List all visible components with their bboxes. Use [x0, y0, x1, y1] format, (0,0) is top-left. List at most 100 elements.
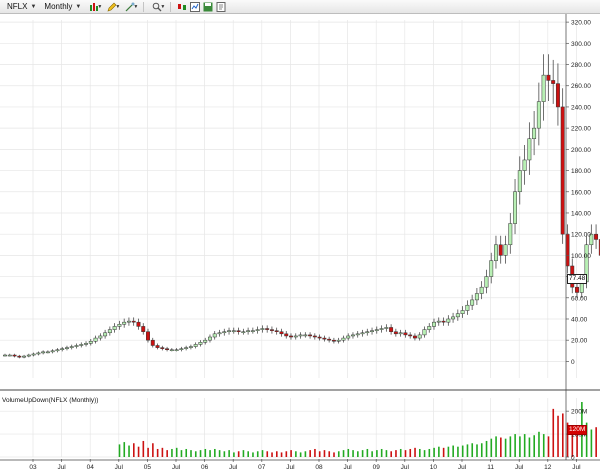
volume-bar-up	[376, 450, 378, 457]
price-tick-label: 240.00	[571, 104, 591, 111]
indicator-label: VolumeUpDown(NFLX (Monthly))	[2, 397, 99, 404]
candle-up	[346, 335, 351, 339]
volume-bar-down	[276, 451, 278, 457]
cursor-button[interactable]: ▼	[122, 1, 138, 12]
candle-up	[474, 293, 479, 301]
volume-bar-up	[261, 450, 264, 457]
volume-bar-down	[414, 447, 416, 457]
volume-bar-down	[271, 452, 273, 457]
chevron-down-icon: ▼	[97, 4, 103, 10]
candle-down	[403, 332, 408, 336]
candle-up	[36, 352, 41, 355]
candle-up	[479, 286, 484, 294]
bars-button[interactable]: ▼	[86, 1, 102, 12]
candle-up	[208, 336, 212, 341]
candle-down	[131, 320, 136, 323]
candle-up	[470, 299, 475, 306]
volume-tick-label: 0	[571, 455, 575, 462]
volume-bar-down	[328, 451, 331, 457]
volume-bar-down	[161, 447, 164, 457]
interval-value: Monthly	[44, 2, 73, 11]
chart-type-button[interactable]	[189, 1, 200, 12]
volume-bar-down	[333, 452, 335, 457]
volume-bar-up	[337, 451, 340, 457]
candle-up	[451, 316, 456, 320]
candle-up	[589, 233, 594, 246]
candle-up	[198, 342, 203, 345]
candle-down	[560, 106, 565, 235]
candle-up	[455, 313, 460, 318]
candle-up	[74, 345, 79, 347]
candle-up	[532, 127, 537, 139]
candle-down	[331, 339, 336, 342]
price-tick-label: 0	[571, 359, 575, 366]
volume-bar-up	[509, 436, 512, 457]
candle-up	[460, 310, 465, 314]
zoom-button[interactable]: ▼	[149, 1, 165, 12]
volume-bar-down	[147, 447, 149, 457]
candle-up	[298, 334, 303, 337]
candle-up	[536, 101, 541, 129]
candle-up	[231, 330, 236, 332]
candle-up	[336, 339, 341, 342]
volume-bar-down	[133, 443, 135, 457]
candle-down	[393, 331, 398, 335]
candle-down	[327, 338, 332, 341]
save-button[interactable]	[202, 1, 213, 12]
symbol-select[interactable]: NFLX ▼	[4, 1, 39, 13]
chevron-down-icon: ▼	[160, 4, 166, 10]
candle-down	[141, 326, 146, 332]
price-tick-label: 200.00	[571, 147, 591, 154]
candle-up	[193, 344, 198, 347]
candle-down	[408, 334, 413, 337]
candle-down	[146, 331, 150, 341]
volume-bar-up	[476, 444, 478, 457]
volume-bar-up	[256, 451, 259, 457]
candle-down	[269, 329, 274, 331]
candle-up	[341, 337, 346, 341]
price-tick-label: 40.00	[571, 316, 588, 323]
candle-up	[41, 351, 46, 354]
candle-up	[436, 320, 441, 323]
price-tick-label: 20.00	[571, 338, 588, 345]
candle-up	[7, 354, 12, 357]
candle-up	[484, 276, 489, 288]
draw-button[interactable]: ▼	[104, 1, 120, 12]
candle-up	[31, 353, 36, 356]
volume-bar-down	[314, 448, 316, 457]
volume-bar-up	[123, 442, 126, 457]
toolbar-divider	[143, 1, 145, 12]
candle-up	[522, 159, 527, 171]
candle-up	[84, 343, 88, 345]
time-tick-label: Jul	[229, 464, 238, 471]
volume-bar-up	[175, 447, 178, 457]
candles-button[interactable]	[176, 1, 187, 12]
chart-grid	[0, 20, 577, 458]
price-tick-label: 300.00	[571, 41, 591, 48]
volume-bar-up	[447, 446, 450, 457]
volume-bar-up	[490, 438, 493, 457]
volume-bar-down	[237, 451, 240, 457]
volume-bar-down	[576, 434, 578, 457]
chart-axes	[0, 14, 600, 462]
candle-up	[293, 335, 298, 338]
candle-up	[50, 350, 55, 353]
volume-bar-down	[285, 451, 288, 457]
candle-up	[79, 344, 84, 346]
volume-bar-up	[218, 450, 221, 457]
candle-down	[312, 335, 317, 338]
volume-bar-down	[500, 437, 502, 457]
interval-select[interactable]: Monthly ▼	[41, 1, 84, 13]
candle-down	[150, 339, 155, 346]
print-button[interactable]	[215, 1, 226, 12]
candle-up	[122, 321, 127, 325]
candle-down	[551, 80, 556, 84]
time-tick-label: Jul	[401, 464, 410, 471]
volume-bar-up	[428, 448, 431, 457]
candle-up	[203, 339, 208, 343]
volume-bar-up	[399, 448, 402, 457]
candle-down	[136, 321, 141, 327]
volume-tick-label: 200M	[571, 409, 587, 416]
price-tick-label: 140.00	[571, 210, 591, 217]
